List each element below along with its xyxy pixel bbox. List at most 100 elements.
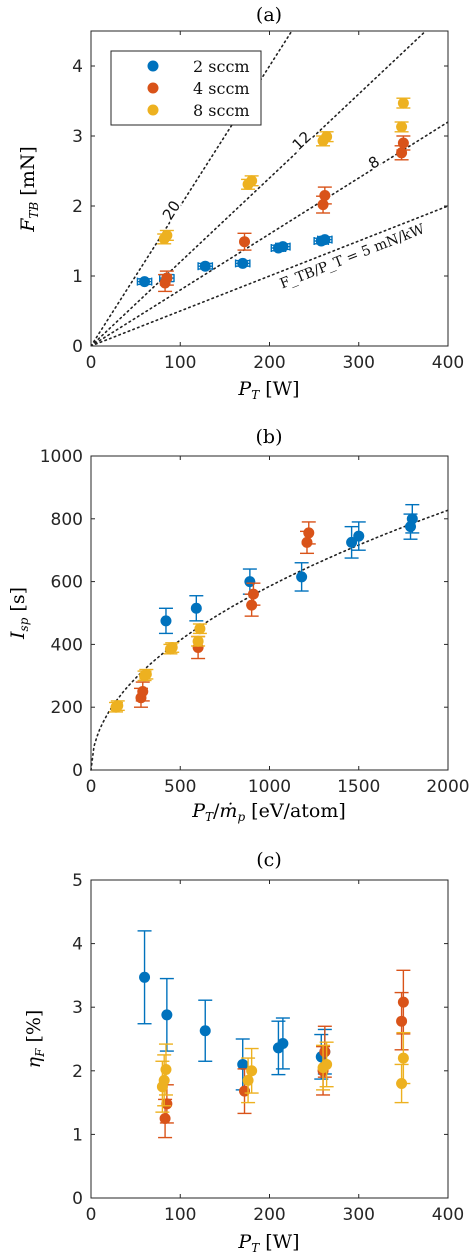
panel-c-x-tick-label: 300 bbox=[343, 1205, 375, 1225]
data-point bbox=[112, 700, 124, 712]
panel-a-series-4-sccm bbox=[158, 135, 411, 293]
panel-b-y-tick-label: 600 bbox=[51, 573, 83, 593]
data-point bbox=[319, 190, 331, 201]
panel-a-x-tick-label: 100 bbox=[164, 353, 196, 373]
panel-a-x-tick-label: 300 bbox=[343, 353, 375, 373]
data-point bbox=[192, 635, 204, 647]
panel-b-y-tick-label: 400 bbox=[51, 635, 83, 655]
data-point bbox=[277, 1037, 289, 1049]
data-point bbox=[246, 1065, 258, 1077]
panel-b-y-axis-label: Isp [s] bbox=[7, 587, 31, 640]
panel-a-series-8-sccm bbox=[157, 97, 411, 245]
panel-c-x-tick-label: 400 bbox=[432, 1205, 464, 1225]
panel-a-y-tick-label: 3 bbox=[72, 127, 83, 147]
data-point bbox=[396, 147, 408, 159]
panel-b-series-8-sccm bbox=[108, 623, 207, 713]
panel-a-y-tick-label: 0 bbox=[72, 337, 83, 357]
data-point bbox=[397, 996, 409, 1008]
legend-label-2-sccm: 2 sccm bbox=[193, 57, 250, 76]
data-point bbox=[139, 276, 151, 288]
data-point bbox=[159, 1113, 171, 1124]
panel-c-series-4-sccm bbox=[158, 969, 411, 1139]
data-point bbox=[161, 1009, 173, 1021]
legend-label-4-sccm: 4 sccm bbox=[193, 79, 250, 98]
panel-c-chart: (c) 0 100 200 300 400 0 1 2 3 4 5 PT [W] ηF [%] bbox=[23, 849, 464, 1255]
data-point bbox=[301, 536, 313, 548]
data-point bbox=[346, 536, 358, 548]
data-point bbox=[239, 236, 251, 248]
data-point bbox=[246, 175, 258, 187]
data-point bbox=[244, 576, 256, 588]
data-point bbox=[321, 1058, 333, 1070]
panel-b-chart: (b) 0 500 1000 1500 2000 0 200 400 600 800 1000 PT… bbox=[7, 426, 470, 824]
panel-b-x-tick-label: 2000 bbox=[426, 777, 469, 797]
data-point bbox=[397, 97, 409, 109]
panel-c-x-tick-label: 100 bbox=[164, 1205, 196, 1225]
panel-c-y-tick-label: 5 bbox=[72, 871, 83, 891]
legend-marker-4-sccm bbox=[147, 82, 159, 94]
data-point bbox=[199, 260, 211, 272]
data-point bbox=[160, 615, 172, 627]
data-point bbox=[296, 571, 308, 583]
data-point bbox=[319, 1046, 331, 1058]
data-point bbox=[319, 234, 331, 246]
panel-c-y-tick-label: 4 bbox=[72, 935, 83, 955]
panel-b-x-tick-label: 0 bbox=[86, 777, 97, 797]
panel-c-y-tick-label: 1 bbox=[72, 1125, 83, 1145]
data-point bbox=[161, 272, 173, 284]
legend-label-8-sccm: 8 sccm bbox=[193, 101, 250, 120]
panel-a-x-tick-label: 0 bbox=[86, 353, 97, 373]
panel-b-x-axis-label: PT/ṁp [eV/atom] bbox=[191, 800, 346, 824]
data-point bbox=[160, 1064, 172, 1076]
panel-c-y-tick-label: 0 bbox=[72, 1189, 83, 1209]
panel-b-x-tick-label: 1500 bbox=[337, 777, 380, 797]
reference-line-12 bbox=[91, 31, 427, 346]
panel-b-x-tick-label: 500 bbox=[164, 777, 196, 797]
panel-c-y-axis-label: ηF [%] bbox=[23, 1010, 47, 1069]
data-point bbox=[242, 1074, 254, 1086]
panel-b-y-tick-label: 200 bbox=[51, 698, 83, 718]
fit-curve bbox=[90, 509, 449, 771]
data-point bbox=[199, 1025, 211, 1037]
data-point bbox=[161, 229, 173, 241]
panel-a-x-tick-label: 400 bbox=[432, 353, 464, 373]
data-point bbox=[247, 588, 259, 600]
panel-c-y-tick-label: 3 bbox=[72, 998, 83, 1018]
data-point bbox=[140, 668, 152, 680]
legend-box bbox=[110, 50, 262, 126]
data-point bbox=[303, 527, 315, 539]
panel-b-y-tick-label: 1000 bbox=[40, 447, 83, 467]
data-point bbox=[277, 241, 289, 253]
data-point bbox=[396, 121, 408, 133]
reference-line-8 bbox=[91, 121, 448, 346]
panel-a-y-tick-label: 2 bbox=[72, 197, 83, 217]
data-point bbox=[137, 686, 149, 697]
panel-c-x-axis-label: PT [W] bbox=[237, 1231, 299, 1255]
panel-a-label: (a) bbox=[256, 4, 282, 26]
data-point bbox=[396, 1015, 408, 1027]
panel-a-y-tick-label: 4 bbox=[72, 57, 83, 77]
data-point bbox=[397, 1052, 409, 1064]
data-point bbox=[317, 199, 329, 211]
data-point bbox=[321, 131, 333, 143]
data-point bbox=[190, 602, 202, 614]
panel-a-x-tick-label: 200 bbox=[253, 353, 285, 373]
panel-b-y-tick-label: 800 bbox=[51, 510, 83, 530]
reference-line-f-tb-p-t-5-mn-kw bbox=[91, 205, 448, 346]
data-point bbox=[139, 971, 151, 983]
data-point bbox=[194, 623, 206, 635]
data-point bbox=[237, 257, 249, 269]
panel-b-x-tick-label: 1000 bbox=[248, 777, 291, 797]
data-point bbox=[406, 513, 418, 525]
data-point bbox=[239, 1085, 251, 1097]
panel-a-x-axis-label: PT [W] bbox=[237, 378, 299, 402]
data-point bbox=[353, 530, 365, 542]
legend-marker-8-sccm bbox=[147, 104, 159, 116]
data-point bbox=[237, 1058, 249, 1070]
panel-c-series-8-sccm bbox=[155, 1031, 411, 1113]
panel-b-label: (b) bbox=[256, 426, 283, 448]
panel-b-axes-frame bbox=[90, 455, 449, 771]
data-point bbox=[158, 1074, 170, 1086]
panel-c-y-tick-label: 2 bbox=[72, 1062, 83, 1082]
